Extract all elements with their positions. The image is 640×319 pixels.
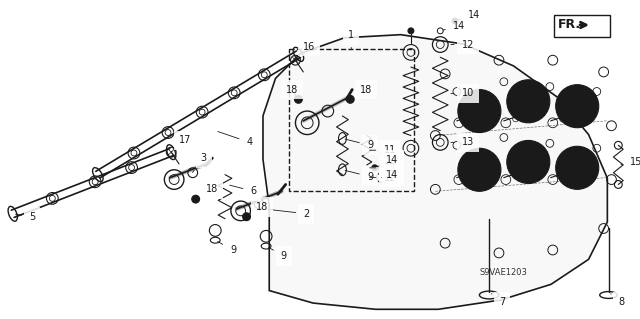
Circle shape: [556, 146, 599, 189]
Circle shape: [294, 95, 302, 103]
Text: 9: 9: [218, 241, 236, 255]
Text: 3: 3: [193, 153, 207, 173]
Text: 12: 12: [370, 173, 396, 182]
Circle shape: [556, 85, 599, 128]
Circle shape: [507, 80, 550, 123]
Text: 14: 14: [377, 155, 399, 167]
Text: 10: 10: [451, 88, 474, 99]
Text: 13: 13: [370, 163, 396, 173]
Text: 9: 9: [345, 170, 373, 182]
Text: 18: 18: [249, 202, 269, 215]
Circle shape: [452, 18, 458, 24]
Circle shape: [466, 97, 493, 125]
Text: 17: 17: [172, 136, 191, 152]
Text: 9: 9: [269, 248, 287, 261]
Circle shape: [466, 156, 493, 183]
Text: 9: 9: [345, 139, 373, 150]
Text: 2: 2: [267, 209, 310, 219]
Circle shape: [515, 148, 542, 176]
Bar: [554, 15, 611, 37]
Text: 14: 14: [458, 10, 480, 20]
Circle shape: [564, 93, 591, 120]
Text: 18: 18: [198, 184, 218, 198]
Text: 1: 1: [348, 30, 355, 49]
Text: 13: 13: [451, 137, 474, 147]
Circle shape: [192, 195, 200, 203]
Circle shape: [564, 154, 591, 182]
Circle shape: [408, 28, 414, 34]
Text: 7: 7: [492, 294, 505, 307]
Text: 8: 8: [611, 294, 625, 307]
Text: 5: 5: [15, 212, 36, 222]
Text: FR.: FR.: [557, 19, 580, 32]
Circle shape: [507, 140, 550, 183]
Circle shape: [372, 165, 378, 171]
Text: 18: 18: [285, 85, 298, 97]
Text: S9VAE1203: S9VAE1203: [479, 268, 527, 277]
Circle shape: [458, 90, 501, 133]
Text: 14: 14: [381, 170, 399, 180]
Circle shape: [243, 213, 250, 221]
Text: 12: 12: [451, 40, 474, 49]
Circle shape: [458, 148, 501, 191]
Text: 4: 4: [218, 131, 253, 147]
Bar: [289, 49, 414, 191]
Circle shape: [515, 88, 542, 115]
Text: 11: 11: [370, 145, 396, 155]
Circle shape: [346, 95, 354, 103]
Text: 16: 16: [296, 41, 316, 60]
Text: 14: 14: [443, 21, 465, 31]
Text: 18: 18: [353, 85, 372, 98]
Text: 15: 15: [621, 157, 640, 167]
Text: 6: 6: [230, 185, 257, 196]
Polygon shape: [263, 35, 607, 309]
